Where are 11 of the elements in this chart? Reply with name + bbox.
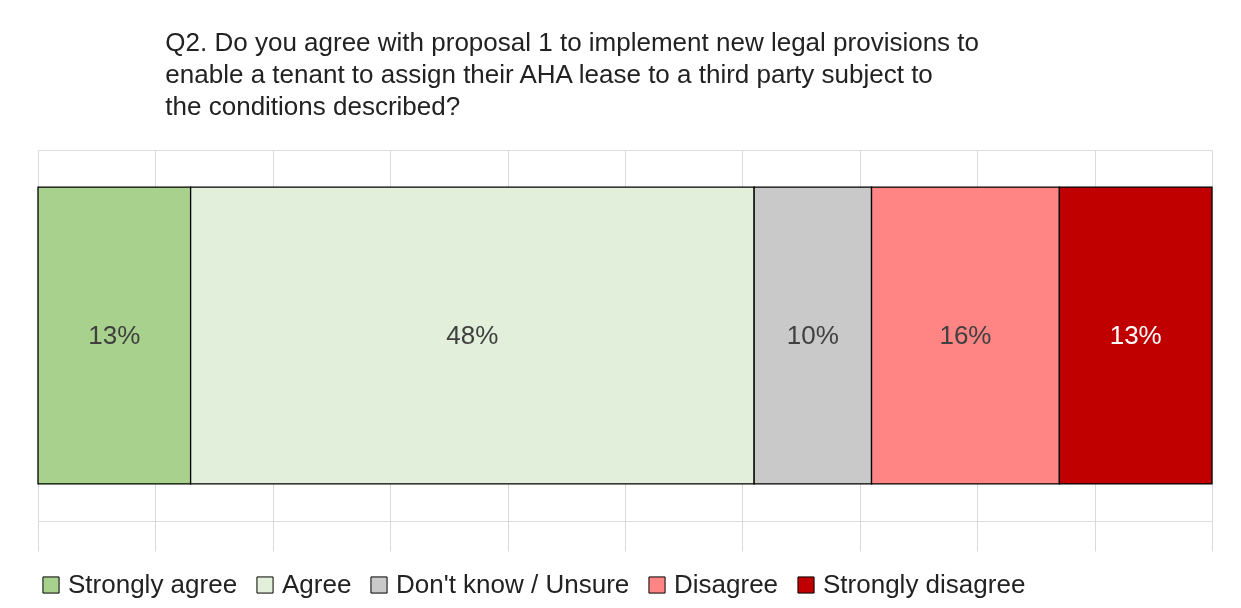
legend-label: Agree bbox=[282, 569, 352, 599]
data-label: 10% bbox=[786, 319, 839, 350]
legend-label: Strongly disagree bbox=[823, 569, 1026, 599]
data-label: 13% bbox=[88, 319, 141, 350]
legend-label: Don't know / Unsure bbox=[396, 569, 630, 599]
legend-label: Disagree bbox=[674, 569, 779, 599]
data-label: 13% bbox=[1109, 319, 1162, 350]
chart-title: Q2. Do you agree with proposal 1 to implement new legal provisions to enable a tenant to assign their AHA lease to a third party subject to the conditions described? bbox=[165, 27, 980, 121]
data-label: 16% bbox=[939, 319, 992, 350]
legend-label: Strongly agree bbox=[68, 569, 238, 599]
data-label: 48% bbox=[446, 319, 499, 350]
